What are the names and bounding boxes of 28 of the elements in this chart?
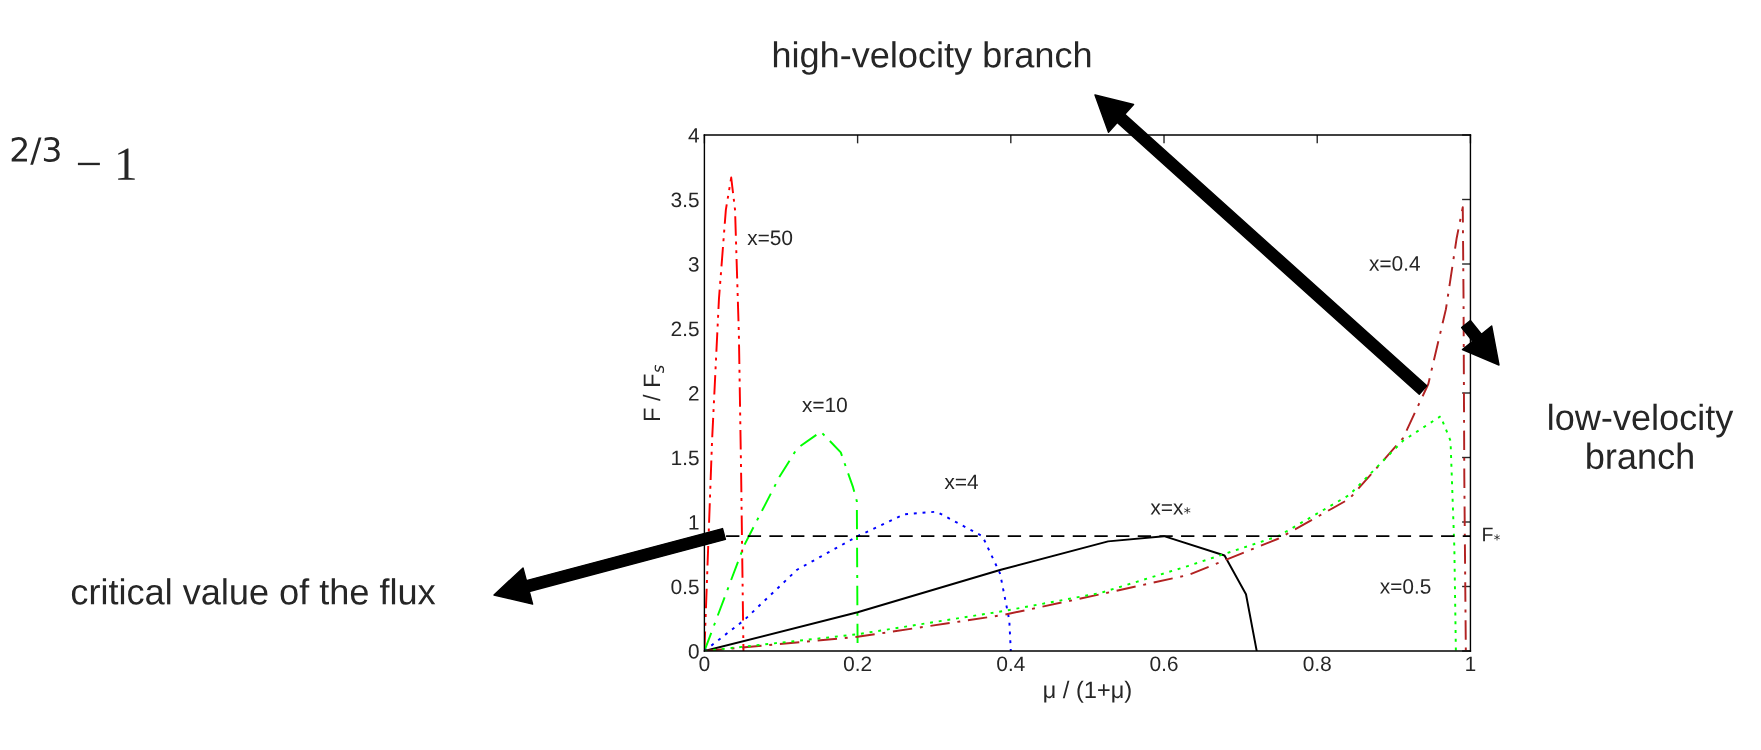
y-tick-label: 3.5 xyxy=(671,192,699,208)
text: $^{2/3}$ − 1 xyxy=(11,137,135,180)
series-label: x=10 xyxy=(802,397,847,413)
x-tick-label: 0.4 xyxy=(997,656,1025,672)
series-label: x=4 xyxy=(944,474,978,490)
text: high-velocity branch xyxy=(773,41,1091,75)
y-tick-label: 1 xyxy=(689,515,699,530)
series-label: x=50 xyxy=(747,230,793,246)
y-tick-label: 0.5 xyxy=(671,579,699,595)
y-tick-label: 2.5 xyxy=(671,321,699,337)
x-tick-label: 0.2 xyxy=(843,656,872,672)
ref-line-label: F$_{*}$ xyxy=(1483,527,1501,542)
y-axis-title: F / F$_{s}$ xyxy=(642,365,665,421)
y-tick-label: 4 xyxy=(688,128,699,143)
series-label: x=x$_{*}$ xyxy=(1150,503,1191,515)
x-axis-title: μ / (1+μ) xyxy=(1044,680,1131,703)
text: critical value of the flux xyxy=(71,578,436,605)
series-label: x=0.5 xyxy=(1380,579,1431,594)
series-label: x=0.4 xyxy=(1369,256,1420,271)
y-tick-label: 0 xyxy=(688,644,699,659)
y-tick-label: 1.5 xyxy=(672,450,699,466)
x-tick-label: 0.6 xyxy=(1150,656,1178,672)
text: low-velocity branch xyxy=(1549,403,1734,470)
y-tick-label: 2 xyxy=(689,386,699,401)
y-tick-label: 3 xyxy=(688,257,699,272)
x-tick-label: 1 xyxy=(1466,656,1476,671)
x-tick-label: 0 xyxy=(699,656,710,672)
x-tick-label: 0.8 xyxy=(1303,656,1331,672)
